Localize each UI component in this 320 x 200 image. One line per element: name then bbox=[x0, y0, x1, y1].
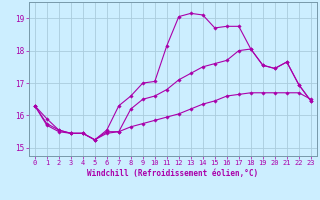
X-axis label: Windchill (Refroidissement éolien,°C): Windchill (Refroidissement éolien,°C) bbox=[87, 169, 258, 178]
